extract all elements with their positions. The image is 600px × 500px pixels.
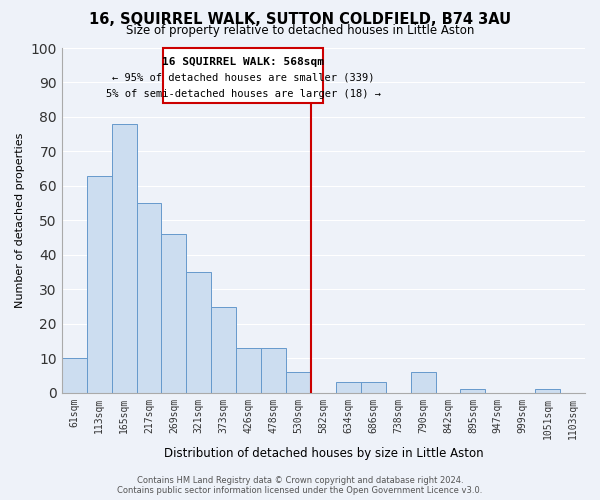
Bar [336, 382, 361, 392]
Bar [236, 348, 261, 393]
Bar [62, 358, 87, 392]
Text: 16, SQUIRREL WALK, SUTTON COLDFIELD, B74 3AU: 16, SQUIRREL WALK, SUTTON COLDFIELD, B74… [89, 12, 511, 28]
FancyBboxPatch shape [163, 48, 323, 103]
Bar [137, 203, 161, 392]
Bar [261, 348, 286, 393]
Bar [460, 389, 485, 392]
Bar [87, 176, 112, 392]
Text: Size of property relative to detached houses in Little Aston: Size of property relative to detached ho… [126, 24, 474, 37]
Bar [187, 272, 211, 392]
Bar [410, 372, 436, 392]
Text: 5% of semi-detached houses are larger (18) →: 5% of semi-detached houses are larger (1… [106, 90, 380, 100]
Text: Contains HM Land Registry data © Crown copyright and database right 2024.
Contai: Contains HM Land Registry data © Crown c… [118, 476, 482, 495]
Bar [361, 382, 386, 392]
Bar [161, 234, 187, 392]
Text: 16 SQUIRREL WALK: 568sqm: 16 SQUIRREL WALK: 568sqm [162, 56, 324, 66]
Bar [286, 372, 311, 392]
Bar [211, 306, 236, 392]
Y-axis label: Number of detached properties: Number of detached properties [15, 132, 25, 308]
X-axis label: Distribution of detached houses by size in Little Aston: Distribution of detached houses by size … [164, 447, 483, 460]
Bar [535, 389, 560, 392]
Bar [112, 124, 137, 392]
Text: ← 95% of detached houses are smaller (339): ← 95% of detached houses are smaller (33… [112, 72, 374, 82]
